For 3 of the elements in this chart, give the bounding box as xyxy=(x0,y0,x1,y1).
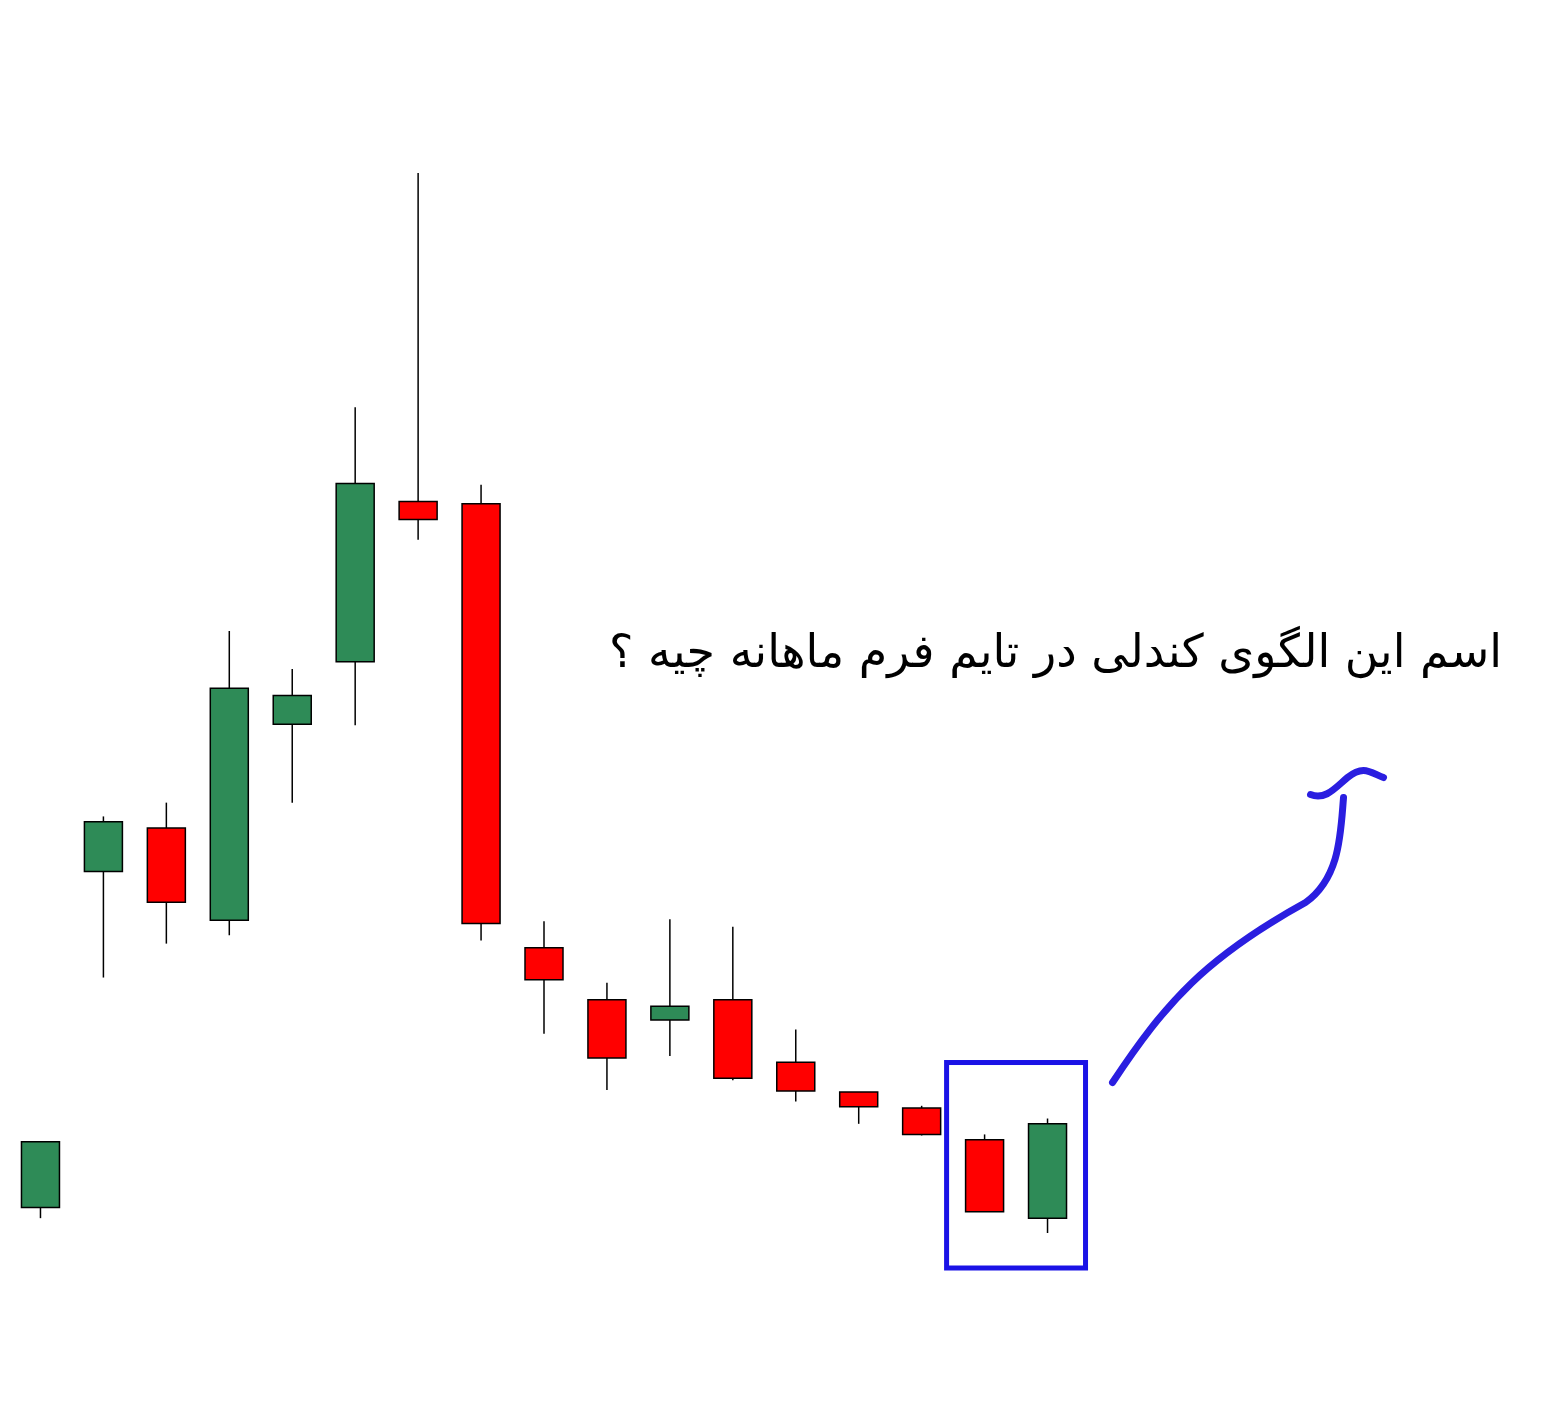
candlestick xyxy=(398,172,438,541)
annotation: اسم این الگوی کندلی در تایم فرم ماهانه چیه ؟ xyxy=(609,624,1502,678)
candlestick xyxy=(650,918,690,1057)
